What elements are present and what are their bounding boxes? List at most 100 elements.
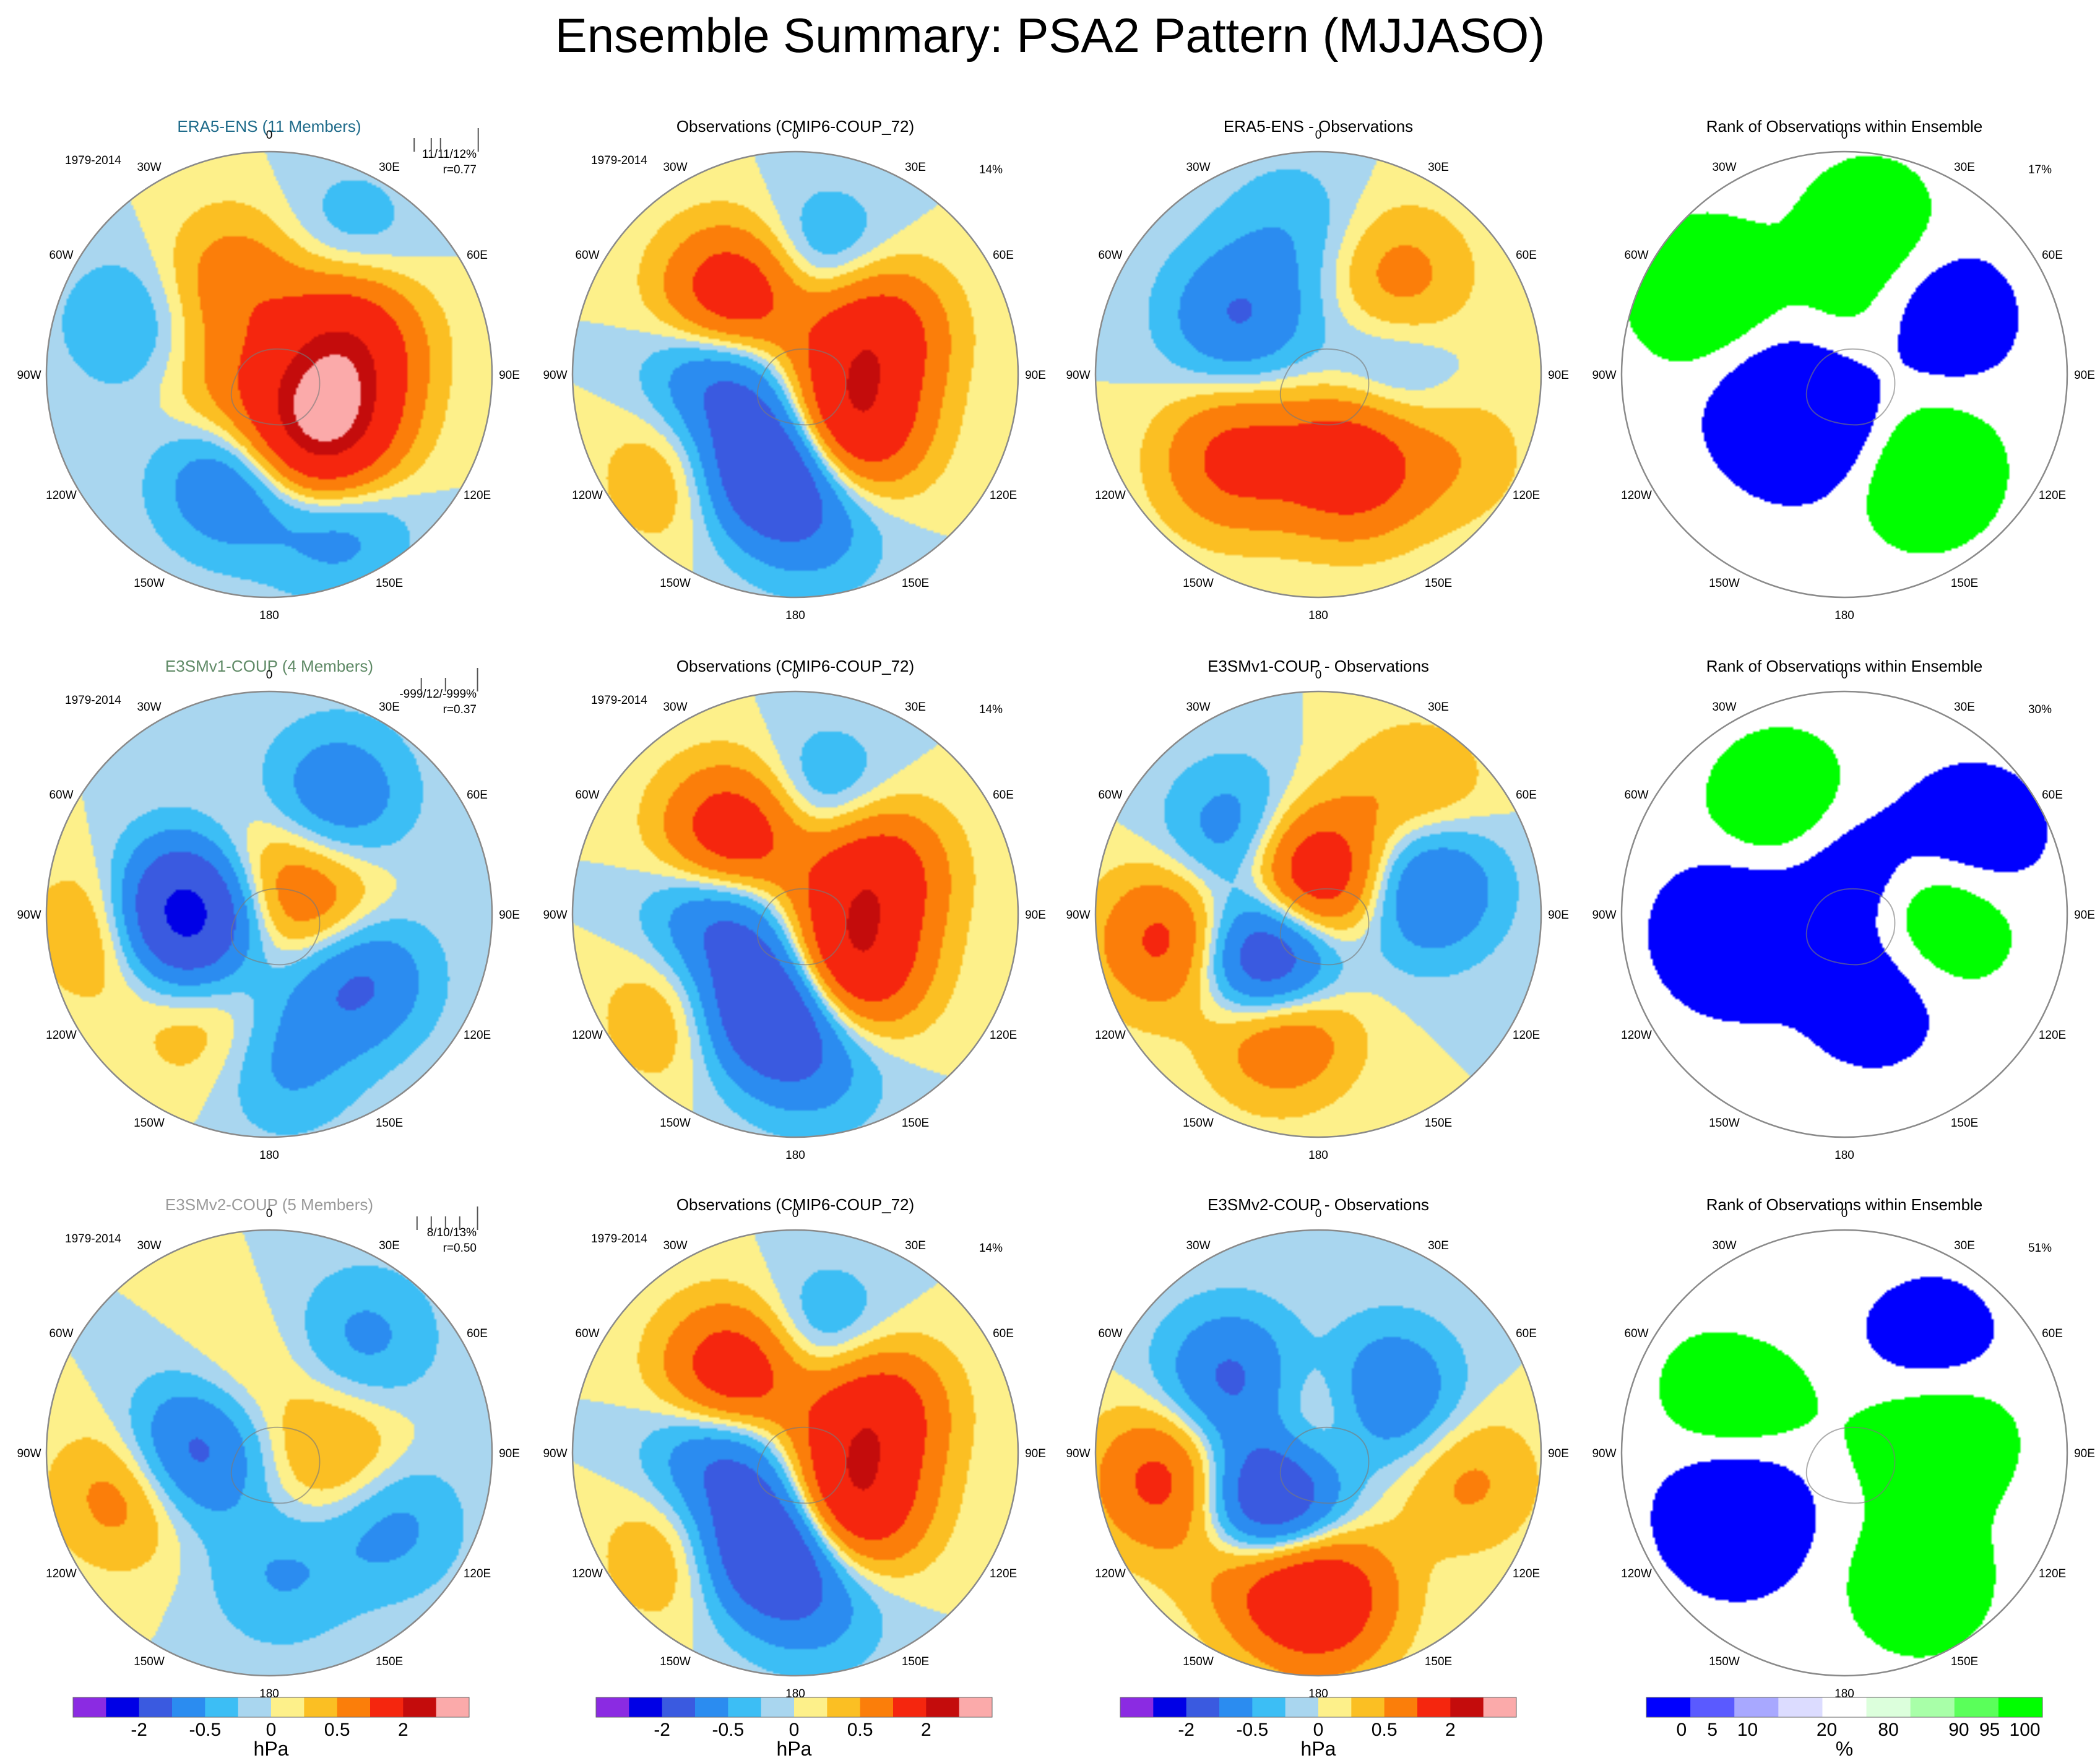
lon-label: 90E bbox=[2074, 909, 2095, 922]
lon-label: 0 bbox=[1315, 1207, 1322, 1220]
lon-label: 60E bbox=[1516, 789, 1537, 802]
colorbar-swatch bbox=[403, 1697, 437, 1717]
lon-label: 90E bbox=[2074, 369, 2095, 382]
lon-label: 60W bbox=[1098, 789, 1122, 802]
stat-label: -999/12/-999% bbox=[399, 688, 477, 701]
lon-label: 60W bbox=[1624, 789, 1648, 802]
lon-label: 30E bbox=[1428, 1239, 1449, 1252]
colorbar-frame bbox=[1646, 1697, 2043, 1718]
colorbar-swatch bbox=[1998, 1697, 2043, 1717]
map-panel: E3SMv2-COUP (5 Members)0 30E 60E 90E 120E 150… bbox=[17, 1195, 519, 1700]
colorbar-swatch bbox=[761, 1697, 795, 1717]
lon-label: 30E bbox=[379, 161, 400, 174]
lon-label: 120W bbox=[46, 1029, 77, 1042]
lon-label: 150W bbox=[134, 1655, 165, 1668]
lon-label: 30W bbox=[663, 1239, 687, 1252]
lon-label: 90E bbox=[1025, 369, 1046, 382]
map-boundary bbox=[571, 150, 1019, 599]
panel-title: E3SMv2-COUP - Observations bbox=[1208, 1195, 1429, 1214]
coastline-outline bbox=[756, 888, 847, 966]
colorbar-swatch bbox=[1120, 1697, 1154, 1717]
lon-label: 90W bbox=[17, 909, 41, 922]
colorbar-swatch bbox=[1822, 1697, 1867, 1717]
colorbar-swatch bbox=[172, 1697, 205, 1717]
colorbar-swatch bbox=[1417, 1697, 1451, 1717]
lon-label: 150W bbox=[1183, 1117, 1214, 1130]
stat-label: 14% bbox=[979, 703, 1003, 716]
map-boundary bbox=[1094, 690, 1542, 1138]
map-boundary bbox=[571, 1229, 1019, 1677]
lon-label: 30E bbox=[379, 701, 400, 714]
colorbar-swatch bbox=[860, 1697, 894, 1717]
panel-grid: ERA5-ENS (11 Members)030E60E90E120E150E1… bbox=[17, 117, 2094, 1700]
lon-label: 30W bbox=[137, 1239, 161, 1252]
coastline-outline bbox=[230, 348, 321, 426]
lon-label: 60W bbox=[575, 249, 599, 262]
lon-label: 120W bbox=[1621, 489, 1652, 502]
field-image bbox=[1095, 152, 1541, 597]
lon-label: 90E bbox=[1548, 909, 1569, 922]
lon-label: 30E bbox=[1428, 161, 1449, 174]
lon-label: 150E bbox=[1425, 1117, 1452, 1130]
period-label: 1979-2014 bbox=[65, 694, 121, 707]
field-image bbox=[1095, 691, 1541, 1137]
colorbar-swatch bbox=[1318, 1697, 1352, 1717]
lon-label: 0 bbox=[266, 129, 273, 142]
lon-label: 0 bbox=[266, 669, 273, 682]
anomaly-colorbar: -2 -0.5 0 0.5 2 hPa bbox=[595, 1697, 993, 1760]
lon-label: 150W bbox=[1709, 577, 1740, 590]
stat-label: 51% bbox=[2028, 1242, 2052, 1255]
lon-label: 30W bbox=[137, 701, 161, 714]
lon-label: 180 bbox=[785, 609, 805, 622]
field-image bbox=[1622, 691, 2067, 1137]
map-boundary bbox=[1094, 1229, 1542, 1677]
colorbar-frame bbox=[595, 1697, 993, 1718]
lon-label: 60E bbox=[993, 789, 1014, 802]
field-image bbox=[1622, 1230, 2067, 1676]
lon-label: 180 bbox=[259, 1149, 279, 1162]
map-panel: Observations (CMIP6-COUP_72)0 30E 60E 90E 12… bbox=[543, 1195, 1045, 1700]
lon-label: 90E bbox=[1548, 1447, 1569, 1460]
colorbar-swatch bbox=[436, 1697, 470, 1717]
colorbar-swatch bbox=[370, 1697, 404, 1717]
lon-label: 120W bbox=[572, 489, 603, 502]
lon-label: 120W bbox=[46, 489, 77, 502]
colorbar-tick-label: 2 bbox=[398, 1720, 408, 1740]
field-image bbox=[1095, 1230, 1541, 1676]
colorbar-tick-label: 0 bbox=[789, 1720, 800, 1740]
colorbar-swatch bbox=[596, 1697, 629, 1717]
colorbar-swatch bbox=[827, 1697, 861, 1717]
coastline-outline bbox=[230, 888, 321, 966]
lon-label: 60W bbox=[1624, 249, 1648, 262]
coastline-outline bbox=[1805, 348, 1896, 426]
panel-title: E3SMv1-COUP - Observations bbox=[1208, 657, 1429, 675]
colorbar-swatch bbox=[1153, 1697, 1187, 1717]
stat-label: r=0.50 bbox=[443, 1242, 477, 1255]
lon-label: 90W bbox=[543, 369, 567, 382]
lon-label: 60W bbox=[575, 789, 599, 802]
colorbar-swatch bbox=[1351, 1697, 1385, 1717]
colorbar-swatch bbox=[1285, 1697, 1319, 1717]
lon-label: 30E bbox=[1428, 701, 1449, 714]
lon-label: 30E bbox=[1954, 161, 1975, 174]
colorbar-tick-label: 10 bbox=[1737, 1720, 1758, 1740]
coastline-outline bbox=[1805, 888, 1896, 966]
field-image bbox=[573, 1230, 1018, 1676]
lon-label: 120E bbox=[1513, 1029, 1540, 1042]
panel-title: E3SMv1-COUP (4 Members) bbox=[165, 657, 373, 675]
stat-label: r=0.77 bbox=[443, 163, 477, 176]
lon-label: 180 bbox=[785, 1149, 805, 1162]
lon-label: 120W bbox=[1621, 1567, 1652, 1580]
lon-label: 180 bbox=[259, 609, 279, 622]
period-label: 1979-2014 bbox=[65, 154, 121, 167]
map-boundary bbox=[45, 690, 493, 1138]
lon-label: 180 bbox=[1308, 1149, 1328, 1162]
colorbar-tick-label: 0.5 bbox=[1372, 1720, 1398, 1740]
field-image bbox=[573, 691, 1018, 1137]
lon-label: 30E bbox=[1954, 1239, 1975, 1252]
colorbar-swatch bbox=[1186, 1697, 1220, 1717]
lon-label: 30E bbox=[905, 161, 926, 174]
lon-label: 60W bbox=[1624, 1327, 1648, 1340]
